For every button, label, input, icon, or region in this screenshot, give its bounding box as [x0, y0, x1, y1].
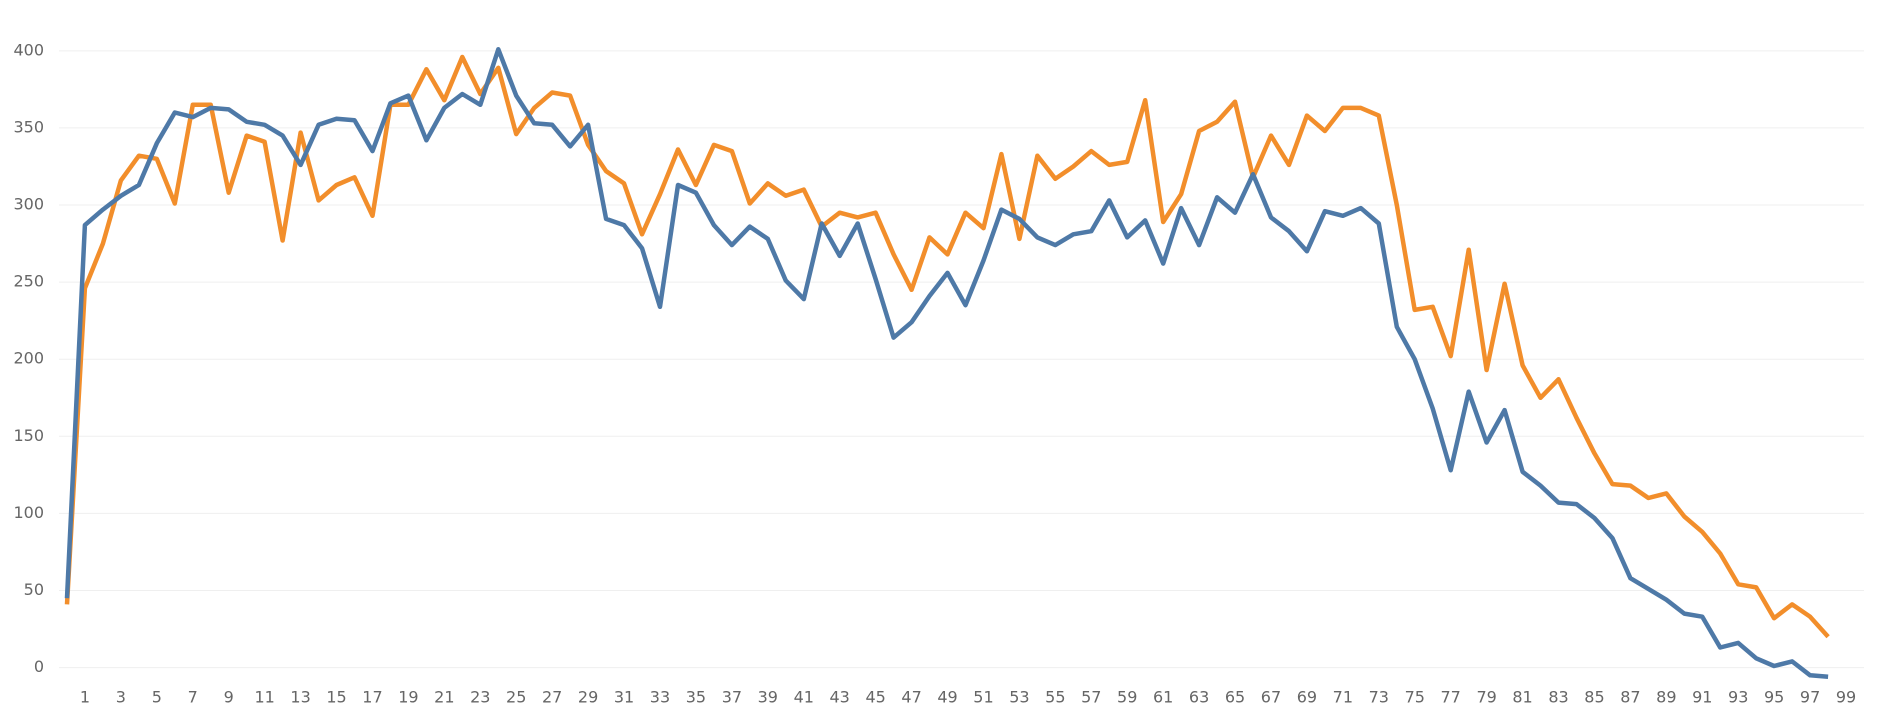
x-tick-label: 99 [1836, 688, 1856, 707]
x-tick-label: 41 [794, 688, 814, 707]
x-tick-label: 11 [254, 688, 274, 707]
x-tick-label: 19 [398, 688, 418, 707]
x-tick-label: 43 [830, 688, 850, 707]
y-tick-label: 300 [13, 195, 44, 214]
x-tick-label: 1 [80, 688, 90, 707]
x-tick-label: 79 [1476, 688, 1496, 707]
x-tick-label: 45 [865, 688, 885, 707]
x-tick-label: 53 [1009, 688, 1029, 707]
x-tick-label: 9 [224, 688, 234, 707]
x-tick-label: 83 [1548, 688, 1568, 707]
x-tick-label: 87 [1620, 688, 1640, 707]
x-tick-label: 47 [901, 688, 921, 707]
x-tick-label: 91 [1692, 688, 1712, 707]
x-tick-label: 75 [1405, 688, 1425, 707]
x-tick-label: 85 [1584, 688, 1604, 707]
x-tick-label: 17 [362, 688, 382, 707]
x-tick-label: 31 [614, 688, 634, 707]
y-tick-label: 150 [13, 426, 44, 445]
x-tick-label: 37 [722, 688, 742, 707]
x-tick-label: 55 [1045, 688, 1065, 707]
x-tick-label: 69 [1297, 688, 1317, 707]
x-tick-label: 81 [1512, 688, 1532, 707]
x-tick-label: 7 [188, 688, 198, 707]
x-tick-label: 61 [1153, 688, 1173, 707]
x-tick-label: 65 [1225, 688, 1245, 707]
series-line [64, 54, 1830, 639]
x-tick-label: 57 [1081, 688, 1101, 707]
x-tick-label: 73 [1369, 688, 1389, 707]
y-tick-label: 250 [13, 272, 44, 291]
x-tick-label: 93 [1728, 688, 1748, 707]
x-tick-label: 35 [686, 688, 706, 707]
x-tick-label: 5 [152, 688, 162, 707]
x-tick-label: 39 [758, 688, 778, 707]
x-tick-label: 71 [1333, 688, 1353, 707]
x-tick-label: 3 [116, 688, 126, 707]
x-tick-label: 67 [1261, 688, 1281, 707]
x-tick-label: 95 [1764, 688, 1784, 707]
y-tick-label: 50 [24, 580, 44, 599]
y-tick-label: 350 [13, 117, 44, 136]
y-tick-label: 0 [34, 657, 44, 676]
x-tick-label: 49 [937, 688, 957, 707]
x-tick-label: 89 [1656, 688, 1676, 707]
series-line [64, 47, 1829, 680]
x-tick-label: 63 [1189, 688, 1209, 707]
x-tick-label: 97 [1800, 688, 1820, 707]
x-tick-label: 25 [506, 688, 526, 707]
x-tick-label: 15 [326, 688, 346, 707]
y-tick-label: 400 [13, 40, 44, 59]
x-tick-label: 27 [542, 688, 562, 707]
x-tick-label: 51 [973, 688, 993, 707]
x-tick-label: 59 [1117, 688, 1137, 707]
y-tick-label: 100 [13, 503, 44, 522]
x-tick-label: 13 [290, 688, 310, 707]
x-tick-label: 21 [434, 688, 454, 707]
x-tick-label: 77 [1441, 688, 1461, 707]
x-tick-label: 29 [578, 688, 598, 707]
x-tick-label: 33 [650, 688, 670, 707]
x-tick-label: 23 [470, 688, 490, 707]
y-tick-label: 200 [13, 349, 44, 368]
